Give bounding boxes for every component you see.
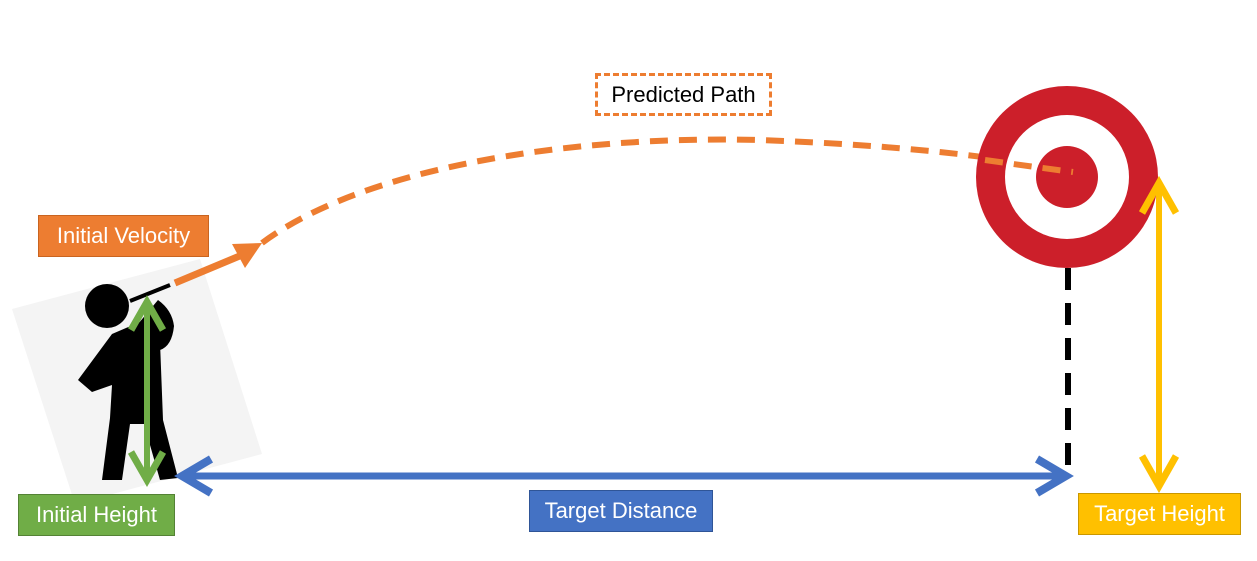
predicted-path-end [984,157,1074,175]
target-height-arrow [1138,175,1180,494]
initial-velocity-label: Initial Velocity [38,215,209,257]
target-distance-label: Target Distance [529,490,713,532]
target-height-label: Target Height [1078,493,1241,535]
bullseye-target-icon [976,86,1158,268]
predicted-path-label: Predicted Path [595,73,772,116]
target-distance-arrow [174,455,1074,497]
initial-height-label: Initial Height [18,494,175,536]
person-throwing-dart-icon [78,283,178,480]
predicted-path-curve [260,136,1074,246]
initial-velocity-arrow [173,243,262,287]
initial-height-arrow [127,294,167,488]
